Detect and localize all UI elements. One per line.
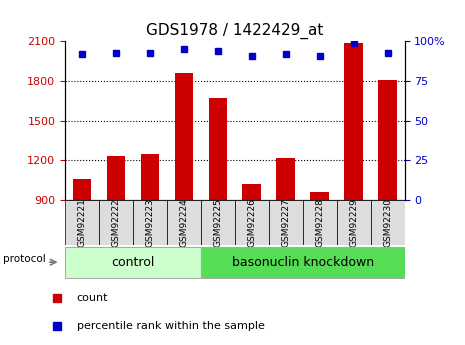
Bar xyxy=(65,247,201,278)
Text: control: control xyxy=(111,256,155,269)
Bar xyxy=(167,200,201,245)
Bar xyxy=(133,200,167,245)
Text: GSM92221: GSM92221 xyxy=(78,198,86,247)
Bar xyxy=(378,80,397,200)
Bar xyxy=(208,98,227,200)
Text: GSM92229: GSM92229 xyxy=(349,198,358,247)
Text: basonuclin knockdown: basonuclin knockdown xyxy=(232,256,374,269)
Text: protocol: protocol xyxy=(3,254,46,264)
Bar xyxy=(344,43,363,200)
Bar xyxy=(201,247,405,278)
Bar xyxy=(242,184,261,200)
Bar xyxy=(201,200,235,245)
Text: GSM92228: GSM92228 xyxy=(315,198,324,247)
Bar xyxy=(303,200,337,245)
Bar xyxy=(174,73,193,200)
Text: GSM92227: GSM92227 xyxy=(281,198,290,247)
Bar xyxy=(269,200,303,245)
Text: percentile rank within the sample: percentile rank within the sample xyxy=(77,321,265,331)
Text: GSM92224: GSM92224 xyxy=(179,198,188,247)
Text: count: count xyxy=(77,293,108,303)
Bar xyxy=(276,158,295,200)
Text: GSM92225: GSM92225 xyxy=(213,198,222,247)
Bar xyxy=(73,179,92,200)
Title: GDS1978 / 1422429_at: GDS1978 / 1422429_at xyxy=(146,22,324,39)
Bar xyxy=(106,156,126,200)
Bar xyxy=(337,200,371,245)
Bar xyxy=(140,154,159,200)
Bar xyxy=(65,200,99,245)
Bar xyxy=(99,200,133,245)
Bar xyxy=(235,200,269,245)
Text: GSM92223: GSM92223 xyxy=(146,198,154,247)
Bar xyxy=(310,192,329,200)
Bar xyxy=(371,200,405,245)
Text: GSM92222: GSM92222 xyxy=(112,198,120,247)
Text: GSM92226: GSM92226 xyxy=(247,198,256,247)
Text: GSM92230: GSM92230 xyxy=(383,198,392,247)
